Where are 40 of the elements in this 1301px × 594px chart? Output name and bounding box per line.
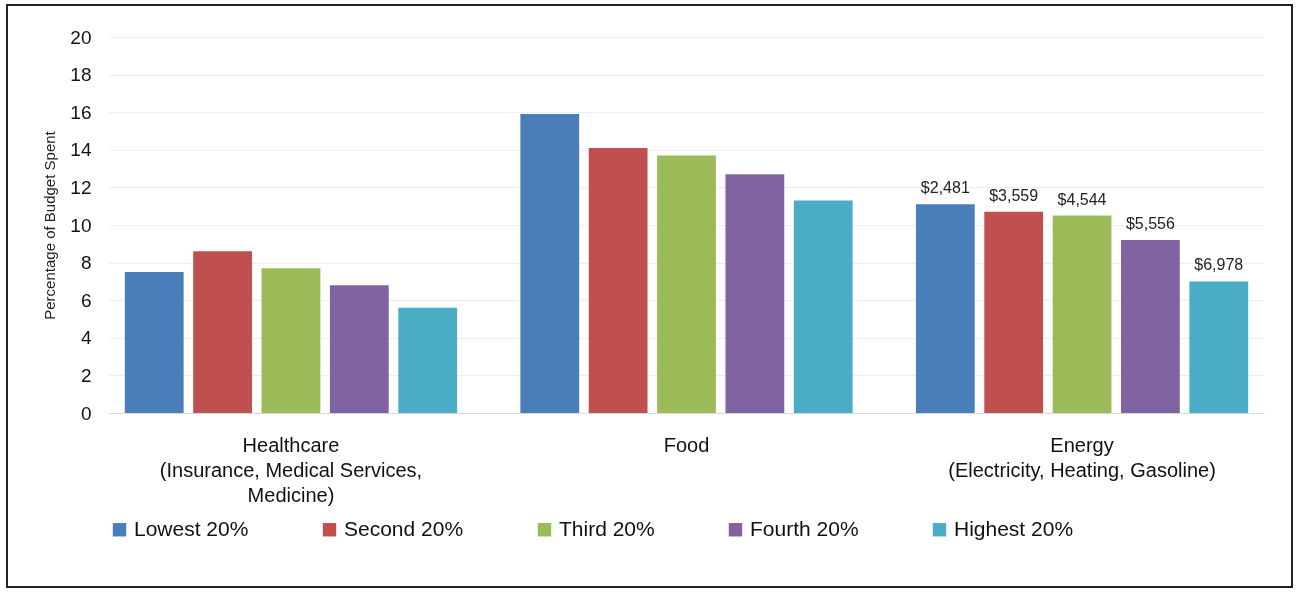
- y-axis-title: Percentage of Budget Spent: [41, 130, 59, 320]
- y-tick-label: 14: [70, 139, 92, 161]
- y-tick-label: 12: [70, 176, 92, 198]
- y-tick-label: 20: [70, 26, 92, 48]
- x-tick-label: Healthcare (Insurance, Medical Services, Medicine): [159, 433, 423, 506]
- x-tick-label: Food: [663, 433, 710, 456]
- y-tick-label: 0: [80, 402, 92, 424]
- bar: [725, 174, 785, 413]
- bar: [329, 285, 389, 413]
- y-tick-label: 6: [80, 289, 92, 311]
- bar: [1121, 240, 1180, 413]
- y-tick-label: 10: [70, 214, 92, 236]
- y-tick-label: 4: [80, 327, 92, 349]
- bar: [398, 307, 458, 413]
- bar: [1052, 215, 1112, 413]
- bar: [984, 211, 1044, 413]
- bar: [657, 155, 716, 413]
- y-tick-label: 8: [80, 252, 92, 274]
- y-tick-label: 16: [70, 101, 92, 123]
- legend-label: Second 20%: [344, 516, 464, 540]
- annotation: $6,978: [1194, 256, 1244, 274]
- bar: [193, 251, 252, 413]
- annotation: $5,556: [1125, 215, 1175, 233]
- legend-label: Highest 20%: [954, 516, 1074, 540]
- y-tick-label: 2: [80, 364, 92, 386]
- annotation: $3,559: [989, 186, 1039, 204]
- y-tick-label: 18: [70, 64, 92, 86]
- annotation: $4,544: [1057, 190, 1107, 208]
- x-tick-label: Energy (Electricity, Heating, Gasoline): [948, 433, 1216, 481]
- bar: [520, 114, 580, 413]
- bar: [124, 272, 184, 413]
- legend-label: Lowest 20%: [134, 516, 249, 540]
- bar: [1189, 281, 1249, 413]
- bar: [915, 204, 975, 413]
- legend-label: Third 20%: [559, 516, 655, 540]
- annotation: $2,481: [920, 179, 970, 197]
- bar: [261, 268, 321, 413]
- bar: [793, 200, 853, 413]
- legend-label: Fourth 20%: [750, 516, 859, 540]
- bar: [588, 147, 648, 413]
